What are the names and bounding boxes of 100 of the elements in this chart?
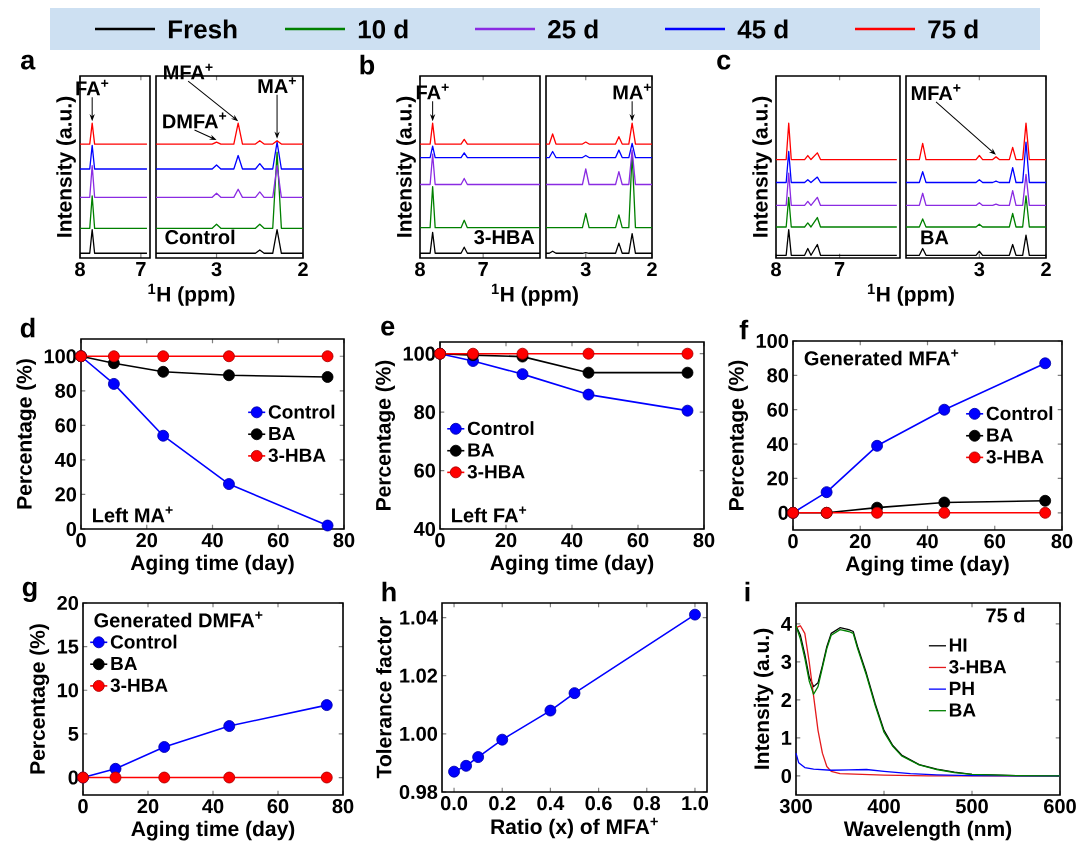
x-axis-title: $^{1}$H (ppm) [867, 283, 954, 306]
legend-label: BA [987, 428, 1013, 442]
legend-label: 45 d [737, 19, 788, 39]
chart-title: a [20, 54, 36, 70]
annotation: Left FA$^{+}$ [452, 506, 527, 523]
x-tick-label: 60 [984, 534, 1006, 549]
legend-label: Control [467, 421, 534, 436]
x-axis-title: Aging time (day) [130, 554, 294, 575]
y-axis-title: Intensity (a.u.) [753, 628, 774, 769]
annotation: 3-HBA [474, 230, 535, 245]
y-tick-label: 5 [68, 726, 79, 741]
y-axis-title: Intensity (a.u.) [752, 96, 772, 237]
y-tick-label: 20 [55, 487, 77, 502]
legend-label: BA [949, 703, 976, 717]
chart-title: d [20, 317, 35, 338]
x-tick-label: 40 [916, 534, 938, 549]
x-tick-label: 2 [1041, 262, 1051, 277]
x-tick-label: 80 [1051, 534, 1073, 549]
y-tick-label: 1.04 [400, 610, 438, 625]
y-tick-label: 100 [403, 346, 436, 361]
y-tick-label: 1.02 [400, 668, 438, 683]
x-tick-label: 8 [771, 262, 781, 277]
y-axis-title: Intensity (a.u.) [56, 96, 76, 237]
annotation: Left MA$^{+}$ [93, 506, 173, 523]
y-tick-label: 60 [55, 418, 77, 433]
legend-label: PH [949, 681, 974, 695]
annotation: 75 d [986, 607, 1025, 623]
chart-title: g [22, 581, 37, 603]
x-axis-title: Aging time (day) [131, 820, 295, 841]
y-tick-label: 4 [781, 617, 792, 631]
x-tick-label: 0.8 [633, 796, 661, 811]
x-axis-title: Aging time (day) [490, 554, 654, 575]
x-tick-label: 2 [647, 262, 657, 277]
y-axis-title: Percentage (%) [728, 360, 749, 510]
x-tick-label: 400 [867, 799, 900, 814]
x-tick-label: 1.0 [682, 796, 709, 811]
y-tick-label: 100 [44, 349, 77, 364]
x-tick-label: 60 [267, 799, 289, 814]
x-tick-label: 40 [561, 533, 583, 548]
y-tick-label: 80 [414, 405, 436, 420]
x-tick-label: 7 [834, 262, 845, 276]
x-tick-label: 0.2 [489, 796, 516, 811]
legend-label: 3-HBA [467, 464, 525, 479]
chart-title: b [360, 54, 375, 75]
y-tick-label: 0.98 [399, 784, 438, 800]
legend-label: 3-HBA [949, 660, 1007, 674]
y-tick-label: 1 [782, 731, 792, 745]
x-tick-label: 2 [298, 262, 308, 277]
x-tick-label: 40 [202, 799, 224, 814]
x-tick-label: 60 [267, 533, 289, 548]
x-tick-label: 500 [955, 799, 988, 814]
y-tick-label: 1.00 [400, 726, 438, 741]
legend-label: 75 d [928, 19, 978, 39]
chart-title: i [745, 581, 750, 602]
x-tick-label: 3 [211, 262, 222, 277]
y-tick-label: 15 [57, 639, 79, 654]
y-tick-label: 60 [767, 402, 789, 417]
legend-label: Control [986, 406, 1053, 421]
y-tick-label: 20 [57, 595, 79, 611]
x-axis-title: Wavelength (nm) [843, 820, 1012, 841]
annotation: Generated MFA$^{+}$ [804, 349, 959, 366]
chart-title: h [382, 581, 396, 602]
y-tick-label: 3 [781, 654, 792, 669]
legend-label: Control [268, 404, 335, 419]
annotation: DMFA$^{+}$ [163, 112, 227, 129]
chart-title: e [381, 320, 395, 336]
x-tick-label: 20 [849, 534, 871, 549]
x-tick-label: 8 [415, 262, 425, 277]
legend-label: BA [468, 443, 495, 457]
x-axis-title: Ratio (x) of MFA$^{+}$ [491, 817, 658, 839]
x-tick-label: 0.0 [440, 796, 468, 811]
legend-label: 3-HBA [110, 678, 168, 692]
x-tick-label: 20 [137, 799, 159, 814]
x-tick-label: 300 [779, 799, 812, 814]
y-axis-title: Percentage (%) [375, 360, 396, 510]
x-axis-title: Aging time (day) [845, 555, 1009, 576]
x-tick-label: 3 [580, 262, 591, 277]
x-tick-label: 80 [332, 799, 354, 814]
annotation: BA [921, 230, 949, 245]
x-tick-label: 20 [495, 533, 517, 548]
legend-label: 25 d [548, 19, 598, 39]
x-tick-label: 60 [627, 533, 649, 548]
x-tick-label: 20 [136, 533, 158, 548]
y-tick-label: 10 [57, 683, 79, 698]
x-axis-title: $^{1}$H (ppm) [148, 283, 235, 306]
legend-label: HI [949, 638, 967, 652]
y-tick-label: 60 [414, 463, 436, 478]
legend-label: BA [269, 426, 295, 441]
y-axis-title: Intensity (a.u.) [396, 96, 416, 237]
annotation: Generated DMFA$^{+}$ [94, 611, 263, 628]
chart-title: c [717, 54, 731, 70]
y-tick-label: 0 [781, 768, 792, 784]
y-tick-label: 40 [413, 521, 436, 537]
y-axis-title: Percentage (%) [29, 624, 50, 774]
annotation: MFA$^{+}$ [911, 84, 961, 101]
x-tick-label: 7 [136, 262, 146, 276]
chart-title: f [739, 319, 749, 340]
annotation: Control [165, 229, 235, 245]
x-tick-label: 0.6 [585, 796, 612, 811]
x-tick-label: 3 [974, 262, 985, 277]
